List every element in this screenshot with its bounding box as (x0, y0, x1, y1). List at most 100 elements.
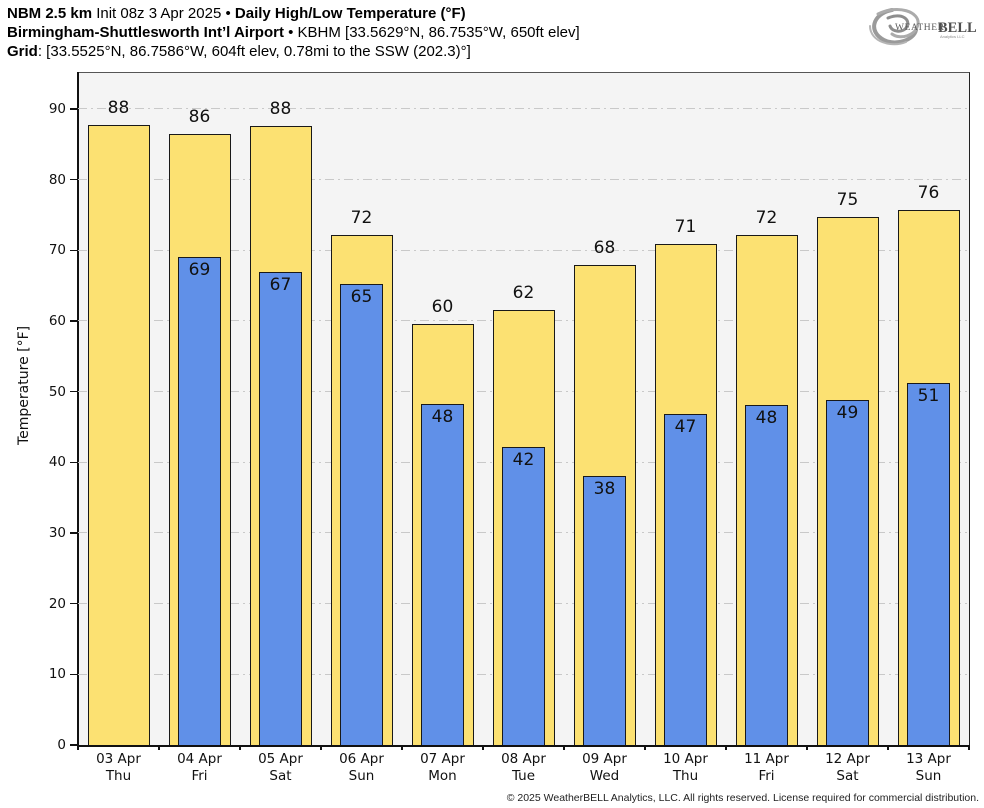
y-axis-title: Temperature [°F] (16, 325, 32, 445)
y-tick-0 (70, 744, 78, 746)
init-time: Init 08z 3 Apr 2025 (92, 5, 226, 22)
y-tick-80 (70, 178, 78, 181)
day-label-date: 13 Apr (906, 751, 951, 767)
logo-text-bell: BELL (938, 20, 977, 36)
high-value-label: 88 (269, 98, 292, 119)
day-label-weekday: Sun (915, 768, 942, 784)
station-details: KBHM [33.5629°N, 86.7535°W, 650ft elev] (297, 24, 580, 41)
y-tick-10 (70, 673, 78, 676)
low-value-label: 67 (269, 275, 292, 296)
high-bar (87, 124, 150, 745)
y-tick-50 (70, 390, 78, 393)
y-tick-label-20: 20 (48, 595, 66, 612)
day-label-weekday: Sun (348, 768, 375, 784)
gridline-90 (78, 108, 969, 110)
y-tick-label-80: 80 (48, 171, 66, 188)
high-value-label: 86 (188, 106, 211, 127)
day-label: 05 Apr Sat (240, 751, 322, 785)
bullet-separator: • (283, 24, 298, 41)
day-label-date: 11 Apr (744, 751, 789, 767)
y-tick-label-90: 90 (48, 100, 66, 117)
low-bar (664, 414, 707, 745)
y-tick-label-70: 70 (48, 242, 66, 259)
y-tick-label-30: 30 (48, 524, 66, 541)
low-bar (421, 404, 464, 745)
high-value-label: 71 (674, 216, 697, 237)
high-value-label: 60 (431, 296, 454, 317)
y-tick-label-0: 0 (57, 737, 66, 753)
day-label: 04 Apr Fri (159, 751, 241, 785)
x-tick-3 (320, 745, 322, 750)
low-value-label: 65 (350, 287, 373, 308)
model-name: NBM 2.5 km (7, 5, 93, 22)
x-tick-10 (887, 745, 889, 750)
high-value-label: 88 (107, 97, 130, 118)
y-tick-20 (70, 602, 78, 605)
weatherbell-logo: WEATHER BELL Analytics LLC (869, 8, 977, 46)
low-bar (340, 284, 383, 745)
title-line-1: NBM 2.5 km Init 08z 3 Apr 2025 • Daily H… (7, 4, 580, 23)
x-tick-8 (725, 745, 727, 750)
high-value-label: 76 (917, 183, 940, 204)
low-bar (826, 400, 869, 745)
day-label-weekday: Sat (269, 768, 292, 784)
low-value-label: 48 (755, 408, 778, 429)
day-label-weekday: Mon (428, 768, 457, 784)
low-bar (259, 272, 302, 745)
copyright-notice: © 2025 WeatherBELL Analytics, LLC. All r… (506, 792, 979, 804)
x-tick-7 (644, 745, 646, 750)
gridline-80 (78, 179, 969, 181)
day-label: 06 Apr Sun (321, 751, 403, 785)
x-tick-9 (806, 745, 808, 750)
high-value-label: 75 (836, 190, 859, 211)
chart-header: NBM 2.5 km Init 08z 3 Apr 2025 • Daily H… (7, 4, 580, 61)
low-value-label: 69 (188, 260, 211, 281)
day-label-weekday: Thu (672, 768, 699, 784)
y-tick-40 (70, 461, 78, 464)
y-tick-90 (70, 108, 78, 110)
x-tick-11 (968, 745, 970, 750)
y-tick-60 (70, 320, 78, 322)
x-tick-5 (482, 745, 484, 750)
low-bar (178, 257, 221, 745)
day-label: 12 Apr Sat (807, 751, 889, 785)
day-label: 13 Apr Sun (888, 751, 970, 785)
low-value-label: 51 (917, 386, 940, 407)
low-bar (583, 475, 626, 745)
low-value-label: 47 (674, 417, 697, 438)
logo-text-weather: WEATHER (895, 23, 945, 33)
day-label-date: 06 Apr (339, 751, 384, 767)
grid-label: Grid (7, 43, 38, 60)
day-label: 10 Apr Thu (645, 751, 727, 785)
day-label: 03 Apr Thu (78, 751, 160, 785)
x-tick-1 (158, 745, 160, 750)
low-value-label: 38 (593, 478, 616, 499)
x-axis-line (77, 745, 970, 747)
low-value-label: 42 (512, 449, 535, 470)
day-label-date: 10 Apr (663, 751, 708, 767)
grid-details: : [33.5525°N, 86.7586°W, 604ft elev, 0.7… (37, 43, 471, 60)
station-name: Birmingham-Shuttlesworth Int’l Airport (7, 24, 284, 41)
gridline-70 (78, 249, 969, 251)
y-tick-label-50: 50 (48, 383, 66, 400)
high-value-label: 68 (593, 238, 616, 259)
low-bar (502, 446, 545, 745)
day-label: 09 Apr Wed (564, 751, 646, 785)
day-label-weekday: Fri (758, 768, 775, 784)
day-label-date: 07 Apr (420, 751, 465, 767)
day-label-weekday: Sat (836, 768, 859, 784)
day-label-date: 12 Apr (825, 751, 870, 767)
x-tick-4 (401, 745, 403, 750)
logo-text-analytics: Analytics LLC (940, 34, 965, 39)
low-bar (745, 405, 788, 745)
x-tick-2 (239, 745, 241, 750)
high-value-label: 72 (755, 207, 778, 228)
hurricane-swirl-icon (869, 8, 920, 46)
y-tick-label-60: 60 (48, 312, 66, 329)
title-line-3: Grid: [33.5525°N, 86.7586°W, 604ft elev,… (7, 42, 580, 61)
day-label-weekday: Tue (511, 768, 536, 784)
high-value-label: 72 (350, 208, 373, 229)
y-axis-line (77, 72, 79, 746)
y-tick-label-40: 40 (48, 454, 66, 471)
